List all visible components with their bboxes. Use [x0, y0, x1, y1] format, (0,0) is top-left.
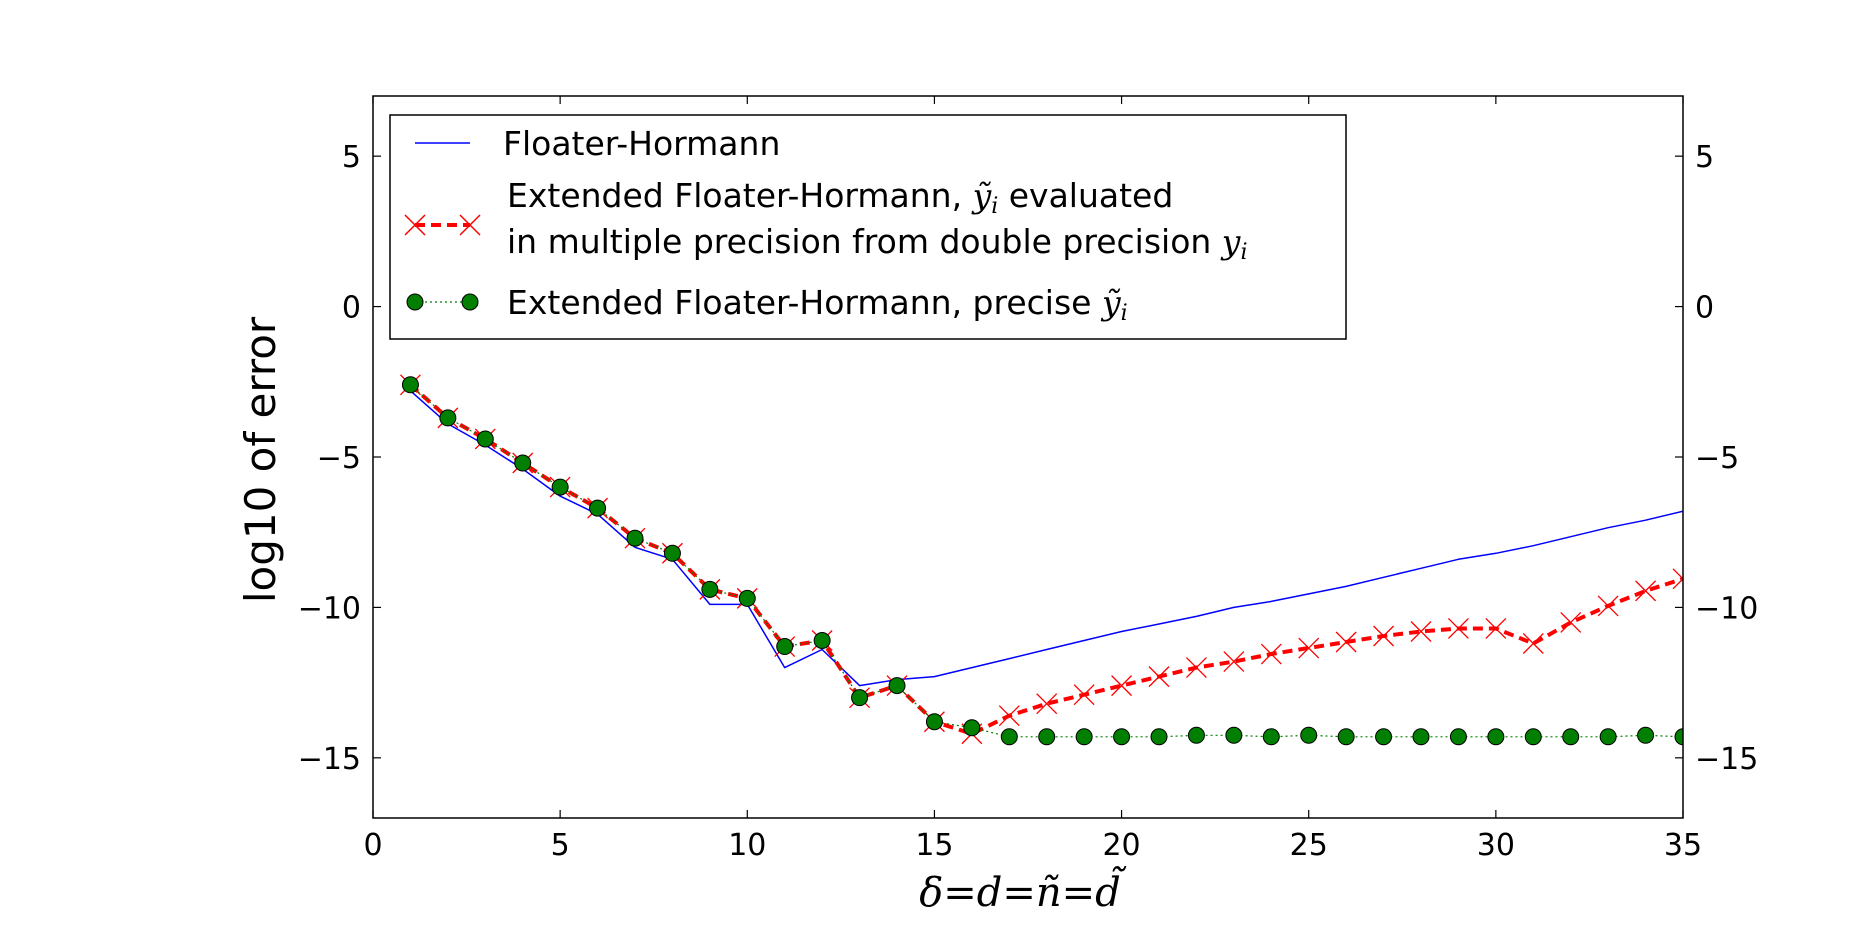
series-2-x-marker — [1260, 643, 1282, 665]
series-3-point — [1562, 728, 1580, 746]
series-2-x-marker — [1111, 675, 1133, 697]
series-2-x-marker — [1635, 580, 1657, 602]
x-tick-label: 10 — [728, 828, 766, 863]
series-3-point — [925, 713, 943, 731]
y-tick-label-right: −10 — [1695, 591, 1758, 626]
series-3-point — [514, 454, 532, 472]
series-3-point — [776, 638, 794, 656]
y-tick-label-right: −5 — [1695, 441, 1739, 476]
y-tick-label-left: −10 — [298, 591, 361, 626]
series-3-point — [888, 677, 906, 695]
series-3-point — [738, 589, 756, 607]
series-3-point — [1150, 728, 1168, 746]
series-2-x-marker — [1522, 633, 1544, 654]
series-3-point — [1599, 728, 1617, 746]
series-3-point — [663, 544, 681, 562]
y-tick-label-left: 0 — [342, 291, 361, 326]
legend-efh-label-line1: Extended Floater-Hormann, ỹi evaluated — [507, 176, 1173, 219]
series-3-point — [1000, 728, 1018, 746]
series-3-point — [1300, 726, 1318, 744]
series-2-x-marker — [1485, 618, 1507, 639]
series-2-x-marker — [1373, 625, 1395, 647]
series-3-point — [701, 580, 719, 598]
x-tick-label: 0 — [363, 828, 382, 863]
legend-precise-marker2 — [461, 293, 479, 311]
legend-efh-marker-x2 — [459, 214, 481, 236]
series-2-x-marker — [1298, 637, 1320, 659]
series-group — [399, 374, 1683, 746]
chart-marks — [399, 374, 1683, 746]
y-tick-label-left: −5 — [317, 441, 361, 476]
series-2-x-marker — [1185, 657, 1207, 679]
series-3-point — [1412, 728, 1430, 746]
legend-efh-label-line2: in multiple precision from double precis… — [507, 222, 1248, 265]
series-2-x-marker — [1148, 666, 1170, 688]
series-2-x-marker — [1560, 611, 1582, 633]
x-tick-label: 25 — [1290, 828, 1328, 863]
series-3-point — [1375, 728, 1393, 746]
legend-fh-label: Floater-Hormann — [503, 124, 780, 163]
series-3-point — [1524, 728, 1542, 746]
series-2-x-marker — [1335, 631, 1357, 653]
legend-box — [389, 114, 1347, 340]
x-tick-label: 15 — [915, 828, 953, 863]
x-tick-label: 35 — [1664, 828, 1702, 863]
series-line-3 — [410, 384, 1683, 738]
series-3-point — [1674, 728, 1683, 746]
series-2-x-marker — [1073, 684, 1095, 706]
series-2-x-marker — [1447, 618, 1469, 639]
series-3-point — [1225, 726, 1243, 744]
x-tick-label: 30 — [1477, 828, 1515, 863]
y-axis-label: log10 of error — [236, 316, 285, 603]
legend-efh-marker-x1 — [404, 214, 426, 236]
series-3-point — [626, 529, 644, 547]
series-3-point — [1449, 728, 1467, 746]
legend: Floater-Hormann Extended Floater-Hormann… — [389, 114, 1347, 340]
series-3-point — [1075, 728, 1093, 746]
series-3-point — [813, 632, 831, 650]
series-3-point — [589, 499, 607, 517]
y-tick-label-right: 5 — [1695, 140, 1714, 175]
series-3-point — [1113, 728, 1131, 746]
series-2-x-marker — [1223, 651, 1245, 673]
series-2-x-marker — [1036, 693, 1058, 715]
axis-ticks: 0 5 10 15 20 25 30 35 −15 −15 −10 −10 −5 −5 0 0 5 5 — [298, 96, 1758, 863]
series-line-2 — [409, 383, 1683, 736]
series-3-point — [1038, 728, 1056, 746]
y-tick-label-right: 0 — [1695, 291, 1714, 326]
series-line-1 — [409, 390, 1683, 687]
series-3-point — [401, 376, 419, 394]
series-3-point — [476, 430, 494, 448]
y-tick-label-right: −15 — [1695, 742, 1758, 777]
series-3-point — [1262, 728, 1280, 746]
y-tick-label-left: 5 — [342, 140, 361, 175]
series-2-x-marker — [1597, 595, 1619, 617]
series-3-point — [963, 719, 981, 737]
x-tick-label: 20 — [1102, 828, 1140, 863]
series-2-x-marker — [1672, 568, 1683, 590]
series-3-point — [851, 689, 869, 707]
series-3-point — [551, 478, 569, 496]
series-2-x-marker — [998, 705, 1020, 727]
x-axis-label: δ=d=ñ=d̃ — [919, 866, 1126, 916]
series-3-point — [439, 409, 457, 427]
legend-precise-label: Extended Floater-Hormann, precise ỹi — [507, 283, 1128, 326]
series-2-x-marker — [1410, 621, 1432, 642]
x-tick-label: 5 — [551, 828, 570, 863]
y-tick-label-left: −15 — [298, 742, 361, 777]
series-3-point — [1487, 728, 1505, 746]
legend-precise-marker1 — [406, 293, 424, 311]
series-3-point — [1187, 726, 1205, 744]
series-3-point — [1637, 726, 1655, 744]
series-3-point — [1337, 728, 1355, 746]
